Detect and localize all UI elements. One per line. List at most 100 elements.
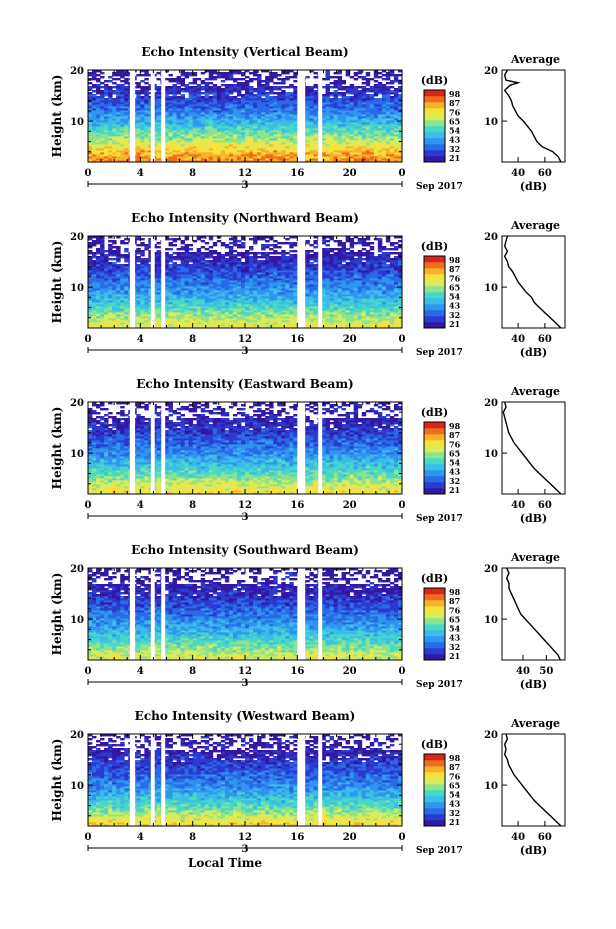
heatmap-cell bbox=[208, 118, 214, 121]
heatmap-cell bbox=[156, 106, 161, 109]
heatmap-cell bbox=[349, 96, 355, 99]
heatmap-cell bbox=[200, 310, 206, 313]
heatmap-cell bbox=[261, 304, 266, 307]
heatmap-cell bbox=[236, 114, 242, 117]
heatmap-cell bbox=[265, 148, 270, 151]
heatmap-cell bbox=[96, 294, 101, 297]
heatmap-cell bbox=[188, 284, 194, 287]
heatmap-cell bbox=[104, 294, 109, 297]
heatmap-cell bbox=[345, 116, 351, 119]
heatmap-cell bbox=[261, 136, 266, 139]
heatmap-cell bbox=[168, 320, 173, 323]
heatmap-cell bbox=[124, 116, 129, 119]
heatmap-cell bbox=[353, 116, 359, 119]
heatmap-cell bbox=[385, 130, 391, 133]
heatmap-cell bbox=[240, 140, 246, 143]
heatmap-cell bbox=[88, 126, 93, 129]
heatmap-cell bbox=[325, 324, 330, 327]
heatmap-cell bbox=[285, 300, 290, 303]
heatmap-cell bbox=[100, 130, 105, 133]
heatmap-cell bbox=[377, 292, 383, 295]
heatmap-cell bbox=[309, 100, 314, 103]
heatmap-cell bbox=[188, 112, 194, 115]
heatmap-cell bbox=[232, 114, 238, 117]
heatmap-cell bbox=[345, 156, 351, 159]
heatmap-cell bbox=[240, 314, 246, 317]
heatmap-cell bbox=[156, 120, 161, 123]
heatmap-cell bbox=[184, 72, 190, 75]
heatmap-cell bbox=[168, 110, 173, 113]
heatmap-cell bbox=[156, 138, 161, 141]
heatmap-cell bbox=[140, 154, 145, 157]
heatmap-cell bbox=[377, 90, 383, 93]
heatmap-cell bbox=[172, 86, 177, 89]
heatmap-cell bbox=[168, 112, 173, 115]
heatmap-cell bbox=[212, 290, 218, 293]
heatmap-cell bbox=[148, 288, 153, 291]
heatmap-cell bbox=[257, 322, 262, 325]
heatmap-cell bbox=[337, 310, 343, 313]
heatmap-cell bbox=[156, 318, 161, 321]
heatmap-cell bbox=[289, 150, 294, 153]
heatmap-cell bbox=[377, 136, 383, 139]
heatmap-cell bbox=[208, 70, 214, 73]
heatmap-cell bbox=[108, 110, 113, 113]
heatmap-cell bbox=[373, 116, 379, 119]
heatmap-cell bbox=[168, 302, 173, 305]
heatmap-cell bbox=[289, 102, 294, 105]
heatmap-cell bbox=[273, 72, 278, 75]
heatmap-cell bbox=[381, 158, 387, 161]
heatmap-cell bbox=[273, 122, 278, 125]
heatmap-cell bbox=[104, 312, 109, 315]
heatmap-cell bbox=[176, 302, 181, 305]
heatmap-cell bbox=[341, 306, 347, 309]
heatmap-cell bbox=[240, 312, 246, 315]
heatmap-cell bbox=[140, 306, 145, 309]
heatmap-cell bbox=[240, 290, 246, 293]
heatmap-cell bbox=[249, 150, 254, 153]
heatmap-cell bbox=[92, 306, 97, 309]
heatmap-cell bbox=[357, 134, 363, 137]
heatmap-cell bbox=[265, 302, 270, 305]
heatmap-cell bbox=[180, 300, 186, 303]
heatmap-cell bbox=[228, 284, 234, 287]
heatmap-cell bbox=[273, 292, 278, 295]
heatmap-cell bbox=[188, 160, 194, 163]
heatmap-cell bbox=[381, 94, 387, 97]
heatmap-cell bbox=[168, 118, 173, 121]
heatmap-cell bbox=[240, 126, 246, 129]
heatmap-cell bbox=[216, 152, 222, 155]
heatmap-cell bbox=[393, 114, 399, 117]
heatmap-cell bbox=[393, 100, 399, 103]
heatmap-cell bbox=[108, 308, 113, 311]
heatmap-cell bbox=[116, 100, 121, 103]
heatmap-cell bbox=[136, 150, 141, 153]
heatmap-cell bbox=[116, 136, 121, 139]
heatmap-cell bbox=[92, 284, 97, 287]
heatmap-cell bbox=[309, 120, 314, 123]
heatmap-cell bbox=[281, 110, 286, 113]
heatmap-cell bbox=[136, 104, 141, 107]
heatmap-cell bbox=[365, 134, 371, 137]
heatmap-cell bbox=[393, 158, 399, 161]
heatmap-cell bbox=[236, 318, 242, 321]
heatmap-cell bbox=[309, 312, 314, 315]
heatmap-cell bbox=[108, 316, 113, 319]
heatmap-cell bbox=[337, 290, 343, 293]
heatmap-cell bbox=[216, 310, 222, 313]
heatmap-cell bbox=[277, 292, 282, 295]
y-tick-label: 10 bbox=[70, 117, 84, 128]
heatmap-cell bbox=[92, 150, 97, 153]
heatmap-cell bbox=[269, 298, 274, 301]
heatmap-cell bbox=[253, 100, 258, 103]
heatmap-cell bbox=[253, 116, 258, 119]
heatmap-cell bbox=[192, 322, 198, 325]
heatmap-cell bbox=[156, 156, 161, 159]
heatmap-cell bbox=[220, 306, 226, 309]
heatmap-cell bbox=[361, 104, 367, 107]
heatmap-cell bbox=[289, 156, 294, 159]
heatmap-cell bbox=[236, 112, 242, 115]
heatmap-cell bbox=[337, 118, 343, 121]
heatmap-cell bbox=[172, 308, 177, 311]
heatmap-cell bbox=[144, 128, 149, 131]
